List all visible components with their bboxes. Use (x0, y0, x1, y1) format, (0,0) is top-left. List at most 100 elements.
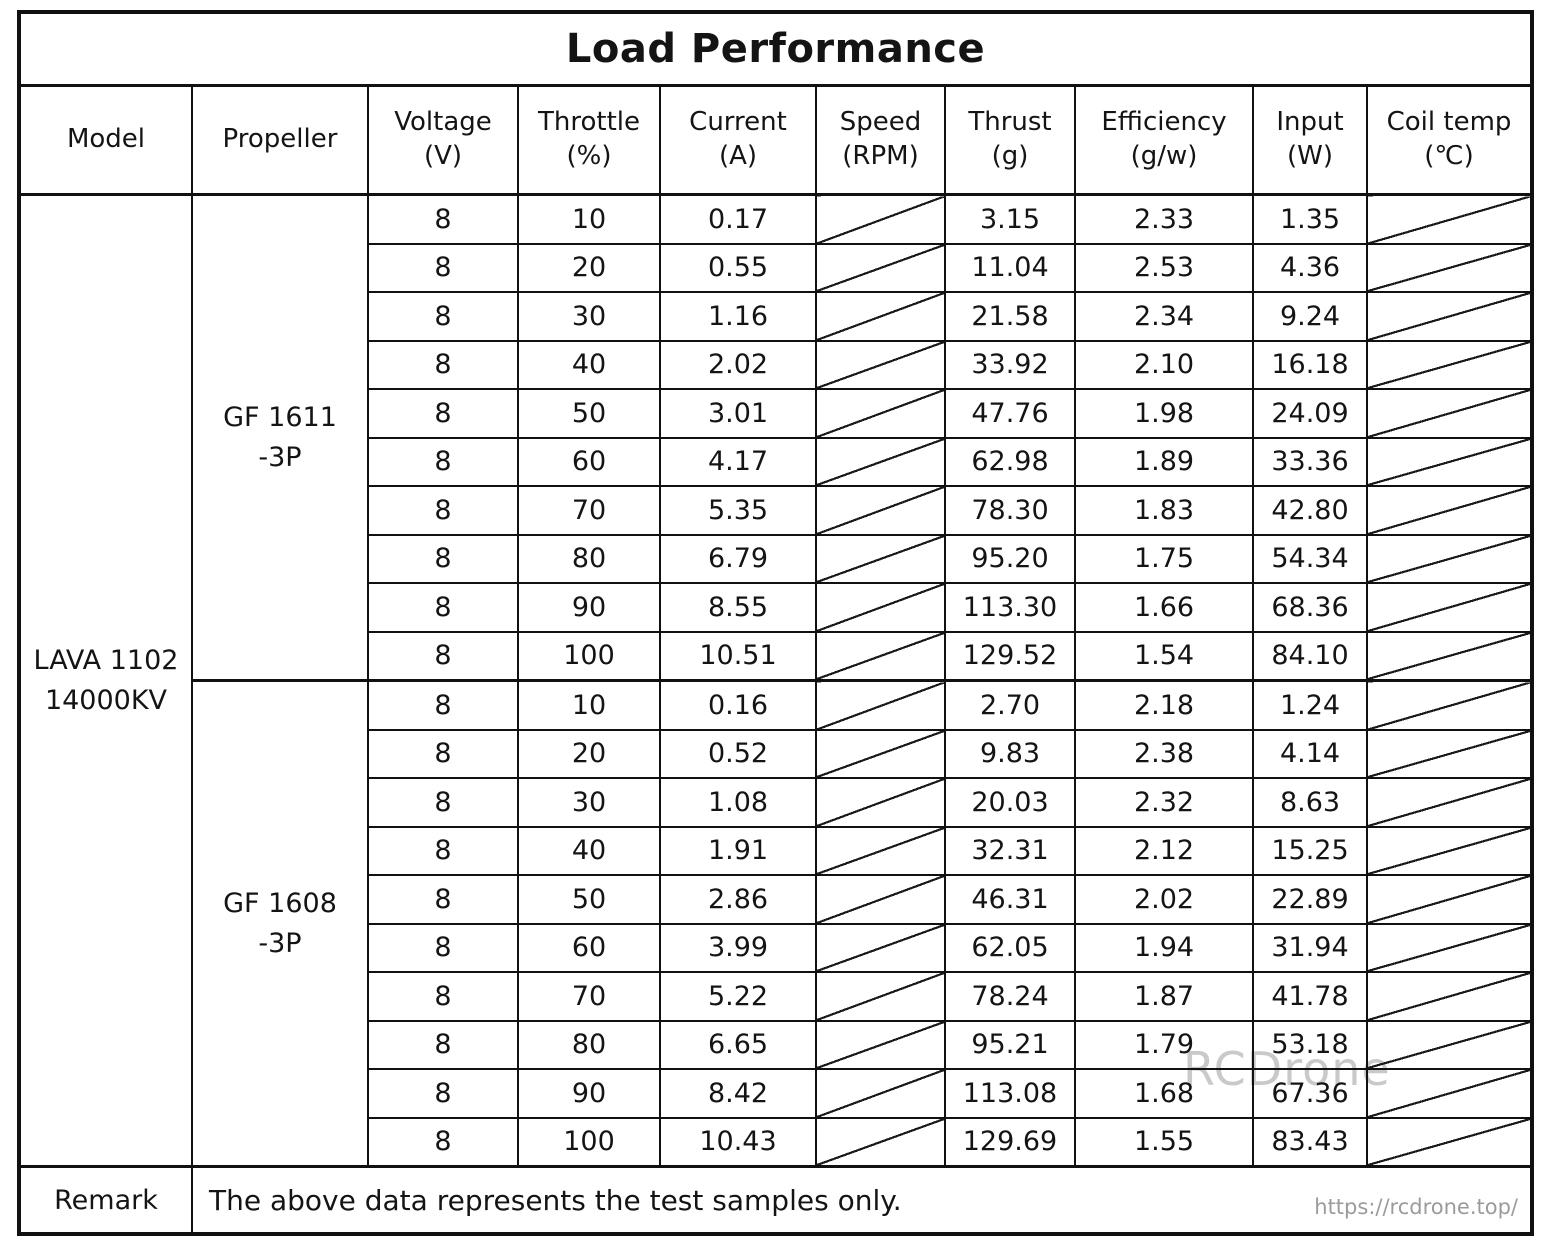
thrust-cell: 113.30 (944, 582, 1076, 633)
data-row: 8 80 6.65 95.21 1.79 53.18 (19, 1019, 1534, 1070)
speed-cell-slashed (815, 1068, 946, 1119)
current-cell: 8.55 (659, 582, 817, 633)
voltage-cell: 8 (367, 777, 519, 828)
voltage-cell: 8 (367, 728, 519, 779)
coil-temp-cell-slashed (1365, 1019, 1534, 1070)
speed-cell-slashed (815, 728, 946, 779)
current-cell: 6.65 (659, 1019, 817, 1070)
propeller-cell: GF 1608 -3P (191, 679, 369, 1168)
data-row: 8 40 2.02 33.92 2.10 16.18 (19, 339, 1534, 390)
throttle-cell: 50 (517, 388, 661, 439)
coil-temp-cell-slashed (1365, 1068, 1534, 1119)
col-header-unit: (V) (423, 141, 463, 171)
voltage-cell: 8 (367, 582, 519, 633)
efficiency-cell: 2.32 (1074, 777, 1254, 828)
thrust-cell: 11.04 (944, 242, 1076, 293)
voltage-cell: 8 (367, 971, 519, 1022)
coil-temp-cell-slashed (1365, 291, 1534, 342)
thrust-cell: 62.98 (944, 436, 1076, 487)
thrust-cell: 129.69 (944, 1116, 1076, 1168)
speed-cell-slashed (815, 193, 946, 245)
col-header-propeller: Propeller (191, 84, 369, 196)
input-cell: 84.10 (1252, 630, 1368, 682)
coil-temp-cell-slashed (1365, 971, 1534, 1022)
data-row: 8 80 6.79 95.20 1.75 54.34 (19, 533, 1534, 584)
col-header-label: Current (689, 107, 787, 138)
input-cell: 54.34 (1252, 533, 1368, 584)
current-cell: 5.35 (659, 485, 817, 536)
col-header-model: Model (18, 84, 193, 196)
efficiency-cell: 1.83 (1074, 485, 1254, 536)
throttle-cell: 50 (517, 874, 661, 925)
current-cell: 3.99 (659, 922, 817, 973)
throttle-cell: 10 (517, 193, 661, 245)
efficiency-cell: 2.53 (1074, 242, 1254, 293)
input-cell: 41.78 (1252, 971, 1368, 1022)
coil-temp-cell-slashed (1365, 777, 1534, 828)
current-cell: 1.16 (659, 291, 817, 342)
throttle-cell: 90 (517, 582, 661, 633)
col-header-input: Input (W) (1252, 84, 1368, 196)
current-cell: 6.79 (659, 533, 817, 584)
throttle-cell: 80 (517, 533, 661, 584)
speed-cell-slashed (815, 1019, 946, 1070)
col-header-unit: (g/w) (1130, 141, 1198, 171)
thrust-cell: 20.03 (944, 777, 1076, 828)
voltage-cell: 8 (367, 630, 519, 682)
thrust-cell: 62.05 (944, 922, 1076, 973)
thrust-cell: 95.21 (944, 1019, 1076, 1070)
data-row: 8 100 10.43 129.69 1.55 83.43 (19, 1116, 1534, 1168)
current-cell: 1.91 (659, 825, 817, 876)
page-title: Load Performance (17, 11, 1534, 87)
coil-temp-cell-slashed (1365, 339, 1534, 390)
speed-cell-slashed (815, 485, 946, 536)
col-header-unit: (%) (566, 141, 612, 171)
throttle-cell: 60 (517, 436, 661, 487)
efficiency-cell: 1.54 (1074, 630, 1254, 682)
data-row: 8 40 1.91 32.31 2.12 15.25 (19, 825, 1534, 876)
speed-cell-slashed (815, 971, 946, 1022)
input-cell: 24.09 (1252, 388, 1368, 439)
efficiency-cell: 1.66 (1074, 582, 1254, 633)
current-cell: 0.16 (659, 679, 817, 731)
col-header-unit: (℃) (1424, 141, 1474, 171)
input-cell: 15.25 (1252, 825, 1368, 876)
col-header-unit: (g) (991, 141, 1029, 171)
voltage-cell: 8 (367, 1019, 519, 1070)
speed-cell-slashed (815, 679, 946, 731)
coil-temp-cell-slashed (1365, 874, 1534, 925)
col-header-unit: (A) (718, 141, 758, 171)
voltage-cell: 8 (367, 825, 519, 876)
input-cell: 53.18 (1252, 1019, 1368, 1070)
current-cell: 2.02 (659, 339, 817, 390)
thrust-cell: 33.92 (944, 339, 1076, 390)
speed-cell-slashed (815, 388, 946, 439)
throttle-cell: 20 (517, 728, 661, 779)
throttle-cell: 100 (517, 1116, 661, 1168)
thrust-cell: 113.08 (944, 1068, 1076, 1119)
throttle-cell: 100 (517, 630, 661, 682)
thrust-cell: 78.30 (944, 485, 1076, 536)
speed-cell-slashed (815, 630, 946, 682)
speed-cell-slashed (815, 533, 946, 584)
data-row: 8 60 3.99 62.05 1.94 31.94 (19, 922, 1534, 973)
data-row: 8 50 2.86 46.31 2.02 22.89 (19, 874, 1534, 925)
remark-text: The above data represents the test sampl… (209, 1183, 902, 1217)
efficiency-cell: 1.68 (1074, 1068, 1254, 1119)
col-header-speed: Speed (RPM) (815, 84, 946, 196)
voltage-cell: 8 (367, 339, 519, 390)
data-row: 8 20 0.55 11.04 2.53 4.36 (19, 242, 1534, 293)
input-cell: 4.36 (1252, 242, 1368, 293)
current-cell: 1.08 (659, 777, 817, 828)
remark-cell: The above data represents the test sampl… (190, 1165, 1534, 1235)
input-cell: 68.36 (1252, 582, 1368, 633)
efficiency-cell: 1.94 (1074, 922, 1254, 973)
efficiency-cell: 1.55 (1074, 1116, 1254, 1168)
throttle-cell: 80 (517, 1019, 661, 1070)
input-cell: 4.14 (1252, 728, 1368, 779)
voltage-cell: 8 (367, 1068, 519, 1119)
efficiency-cell: 1.79 (1074, 1019, 1254, 1070)
voltage-cell: 8 (367, 388, 519, 439)
speed-cell-slashed (815, 436, 946, 487)
voltage-cell: 8 (367, 922, 519, 973)
